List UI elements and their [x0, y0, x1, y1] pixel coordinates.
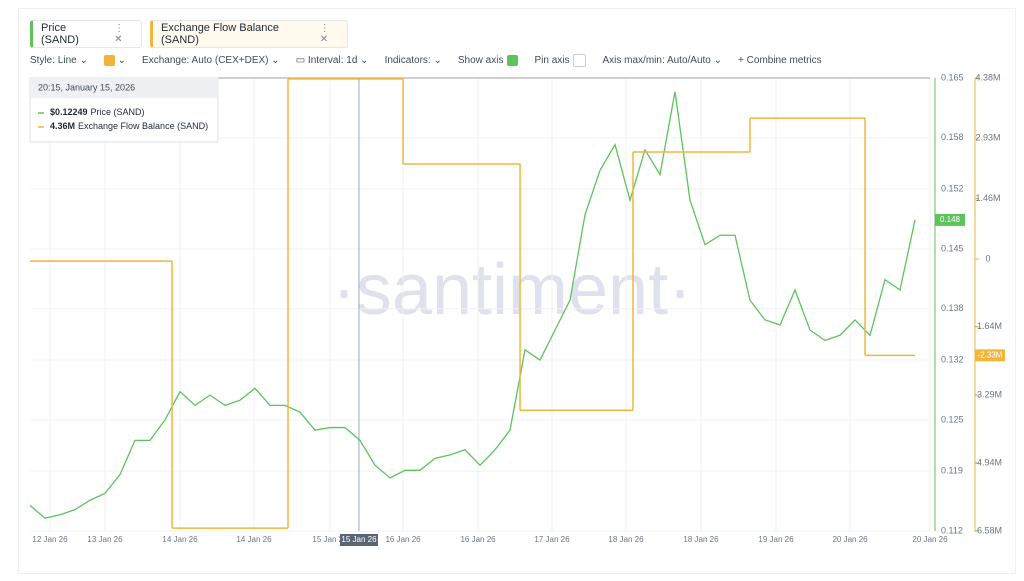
- toolbar: Style: Line ⌄ ⌄ Exchange: Auto (CEX+DEX)…: [30, 54, 822, 67]
- y2-tick-label: 0: [985, 253, 990, 263]
- interval-select[interactable]: ▭ Interval: 1d ⌄: [295, 55, 369, 66]
- x-tick-label: 19 Jan 26: [758, 535, 794, 544]
- y2-tick-label: 2.93M: [975, 132, 1000, 142]
- tab-label: Price (SAND): [41, 22, 79, 46]
- metric-tab[interactable]: Exchange Flow Balance (SAND) ⋮ ✕: [150, 20, 348, 48]
- y-tick-label: 0.119: [941, 466, 963, 476]
- tooltip-header: [30, 78, 218, 98]
- axis-minmax[interactable]: Axis max/min: Auto/Auto ⌄: [602, 55, 723, 66]
- close-icon[interactable]: ⋮ ✕: [319, 23, 330, 45]
- tooltip-value: $0.12249: [50, 107, 88, 117]
- show-axis[interactable]: Show axis: [457, 54, 519, 67]
- label: Interval: 1d: [307, 55, 358, 66]
- tooltip-row: $0.12249 Price (SAND): [50, 107, 145, 117]
- y-tick-label: 0.145: [941, 243, 964, 253]
- x-tick-label: 20 Jan 26: [832, 535, 868, 544]
- label: Style: Line: [30, 55, 77, 66]
- x-tick-label: 15 Jan 26: [312, 535, 348, 544]
- tooltip-name: Exchange Flow Balance (SAND): [78, 121, 208, 131]
- label: Show axis: [457, 55, 504, 67]
- metric-tab[interactable]: Price (SAND) ⋮ ✕: [30, 20, 142, 48]
- label: Exchange: Auto (CEX+DEX): [142, 55, 269, 66]
- watermark: ·santiment·: [332, 250, 692, 330]
- style-select[interactable]: Style: Line ⌄: [30, 55, 88, 66]
- y-tick-label: 0.158: [941, 132, 964, 142]
- x-tick-label: 13 Jan 26: [87, 535, 123, 544]
- y-tick-label: 0.138: [941, 303, 964, 313]
- x-tick-label: 14 Jan 26: [162, 535, 198, 544]
- tooltip-value: 4.36M: [50, 121, 75, 131]
- indicators-select[interactable]: Indicators: ⌄: [384, 55, 442, 66]
- y2-tick-label: -1.64M: [974, 321, 1002, 331]
- x-tick-label: 18 Jan 26: [683, 535, 719, 544]
- y2-tick-label: -4.94M: [974, 458, 1002, 468]
- color-select[interactable]: ⌄: [103, 54, 126, 66]
- y-tick-label: 0.152: [941, 183, 964, 193]
- label: Indicators:: [384, 55, 431, 66]
- y-tick-label: 0.125: [941, 414, 964, 424]
- x-tick-label: 12 Jan 26: [32, 535, 68, 544]
- combine-metrics[interactable]: + Combine metrics: [738, 55, 822, 66]
- y2-tick-label: -3.29M: [974, 389, 1002, 399]
- price-line: [29, 91, 916, 519]
- last-value-badge: [935, 213, 965, 226]
- close-icon[interactable]: ⋮ ✕: [114, 23, 125, 45]
- y-tick-label: 0.165: [941, 72, 964, 82]
- y-tick-label: 0.132: [941, 354, 964, 364]
- tooltip-row: 4.36M Exchange Flow Balance (SAND): [50, 121, 208, 131]
- label: Pin axis: [534, 55, 570, 67]
- x-tick-label: 20 Jan 26: [912, 535, 948, 544]
- x-tick-label: 18 Jan 26: [608, 535, 644, 544]
- y-tick-label: 0.112: [941, 525, 963, 535]
- exchange-select[interactable]: Exchange: Auto (CEX+DEX) ⌄: [142, 55, 280, 66]
- x-tick-label: 17 Jan 26: [534, 535, 570, 544]
- tooltip-time: 20:15, January 15, 2026: [38, 82, 135, 92]
- y2-tick-label: 4.38M: [975, 72, 1000, 82]
- tab-label: Exchange Flow Balance (SAND): [161, 22, 280, 46]
- frame: [18, 8, 1016, 574]
- tooltip-name: Price (SAND): [91, 107, 145, 117]
- x-tick-label: 16 Jan 26: [385, 535, 421, 544]
- pin-axis[interactable]: Pin axis: [534, 54, 587, 67]
- last-value-label: 0.148: [940, 215, 961, 224]
- crosshair-badge: [339, 534, 378, 546]
- label: Axis max/min: Auto/Auto: [602, 55, 711, 66]
- x-tick-label: 16 Jan 26: [460, 535, 496, 544]
- tooltip: 20:15, January 15, 2026 $0.12249 Price (SA…: [29, 77, 219, 143]
- last-value-label: -2.33M: [978, 350, 1003, 359]
- crosshair-label: 15 Jan 26: [341, 535, 377, 544]
- y2-tick-label: -6.58M: [974, 525, 1002, 535]
- x-tick-label: 14 Jan 26: [236, 535, 272, 544]
- last-value-badge: [975, 349, 1005, 362]
- y2-tick-label: 1.46M: [975, 193, 1000, 203]
